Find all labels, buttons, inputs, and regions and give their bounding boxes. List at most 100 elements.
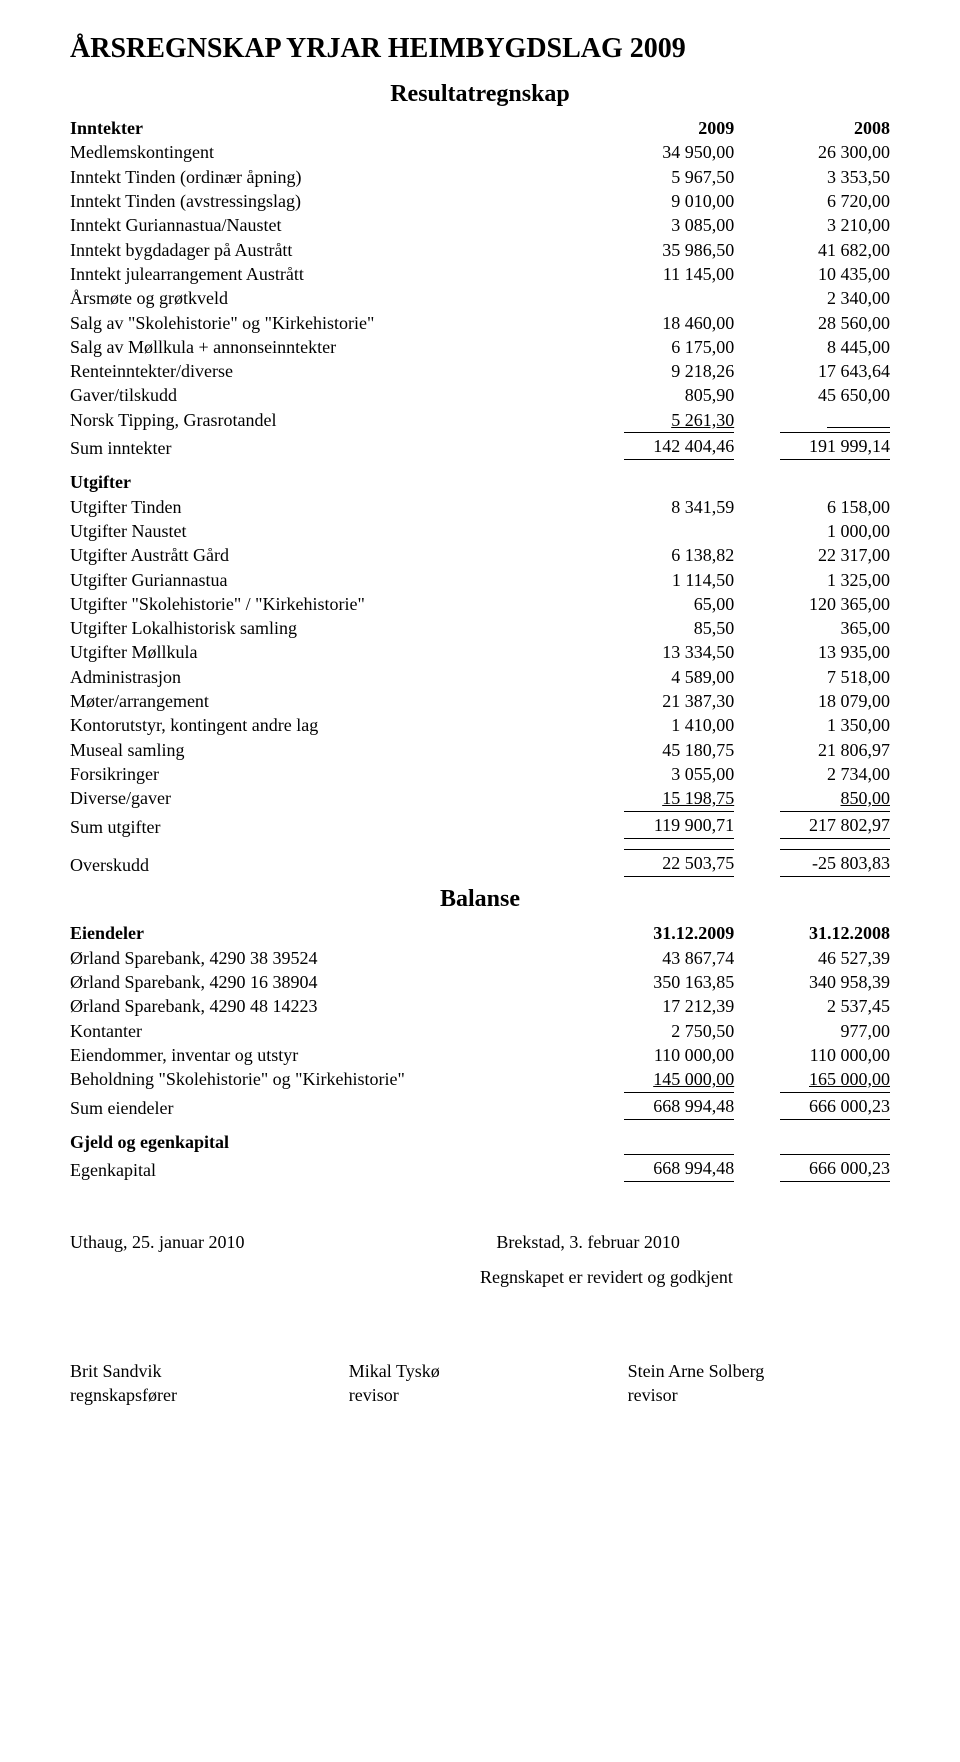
egenkapital-col1: 668 994,48 bbox=[624, 1154, 734, 1182]
row-label: Salg av "Skolehistorie" og "Kirkehistori… bbox=[70, 311, 578, 335]
row-label: Gaver/tilskudd bbox=[70, 383, 578, 407]
approved-text: Regnskapet er revidert og godkjent bbox=[70, 1265, 890, 1289]
row-col2: 21 806,97 bbox=[734, 738, 890, 762]
row-col2: 45 650,00 bbox=[734, 383, 890, 407]
row-label: Forsikringer bbox=[70, 762, 578, 786]
sign-name-2: Mikal Tyskø bbox=[349, 1359, 611, 1383]
gjeld-header-label: Gjeld og egenkapital bbox=[70, 1130, 578, 1154]
inntekter-header-col1: 2009 bbox=[578, 116, 734, 140]
table-row: Forsikringer3 055,002 734,00 bbox=[70, 762, 890, 786]
row-label: Beholdning "Skolehistorie" og "Kirkehist… bbox=[70, 1067, 578, 1091]
sign-role-3: revisor bbox=[628, 1383, 890, 1407]
row-col1: 110 000,00 bbox=[578, 1043, 734, 1067]
table-row: Salg av Møllkula + annonseinntekter6 175… bbox=[70, 335, 890, 359]
table-row: Årsmøte og grøtkveld 2 340,00 bbox=[70, 286, 890, 310]
eiendeler-table: Eiendeler 31.12.2009 31.12.2008 Ørland S… bbox=[70, 921, 890, 1119]
table-row: Møter/arrangement21 387,3018 079,00 bbox=[70, 689, 890, 713]
overskudd-col1: 22 503,75 bbox=[624, 849, 734, 877]
inntekter-sum-row: Sum inntekter 142 404,46 191 999,14 bbox=[70, 432, 890, 460]
eiendeler-header-col2: 31.12.2008 bbox=[734, 921, 890, 945]
row-col2: 1 325,00 bbox=[734, 568, 890, 592]
date-row: Uthaug, 25. januar 2010 Brekstad, 3. feb… bbox=[70, 1230, 890, 1254]
date-left: Uthaug, 25. januar 2010 bbox=[70, 1230, 464, 1254]
row-col1: 145 000,00 bbox=[578, 1067, 734, 1091]
row-label: Norsk Tipping, Grasrotandel bbox=[70, 408, 578, 432]
row-col2: 22 317,00 bbox=[734, 543, 890, 567]
row-label: Inntekt Tinden (ordinær åpning) bbox=[70, 165, 578, 189]
row-col1: 35 986,50 bbox=[578, 238, 734, 262]
table-row: Gaver/tilskudd805,9045 650,00 bbox=[70, 383, 890, 407]
table-row: Ørland Sparebank, 4290 16 38904350 163,8… bbox=[70, 970, 890, 994]
inntekter-header-row: Inntekter 2009 2008 bbox=[70, 116, 890, 140]
balanse-heading: Balanse bbox=[70, 883, 890, 915]
row-col1: 21 387,30 bbox=[578, 689, 734, 713]
sign-role-1: regnskapsfører bbox=[70, 1383, 332, 1407]
row-col1: 65,00 bbox=[578, 592, 734, 616]
row-label: Ørland Sparebank, 4290 38 39524 bbox=[70, 946, 578, 970]
row-col2: 13 935,00 bbox=[734, 640, 890, 664]
table-row: Salg av "Skolehistorie" og "Kirkehistori… bbox=[70, 311, 890, 335]
row-col1: 18 460,00 bbox=[578, 311, 734, 335]
row-col2: 10 435,00 bbox=[734, 262, 890, 286]
row-col2: 1 350,00 bbox=[734, 713, 890, 737]
table-row: Renteinntekter/diverse9 218,2617 643,64 bbox=[70, 359, 890, 383]
sign-name-1: Brit Sandvik bbox=[70, 1359, 332, 1383]
utgifter-header-row: Utgifter bbox=[70, 470, 890, 494]
row-col2: 120 365,00 bbox=[734, 592, 890, 616]
table-row: Norsk Tipping, Grasrotandel5 261,30 bbox=[70, 408, 890, 432]
row-col1: 13 334,50 bbox=[578, 640, 734, 664]
egenkapital-col2: 666 000,23 bbox=[780, 1154, 890, 1182]
table-row: Inntekt Tinden (avstressingslag)9 010,00… bbox=[70, 189, 890, 213]
sign-role-2: revisor bbox=[349, 1383, 611, 1407]
row-col1: 3 055,00 bbox=[578, 762, 734, 786]
row-col1: 9 010,00 bbox=[578, 189, 734, 213]
row-label: Salg av Møllkula + annonseinntekter bbox=[70, 335, 578, 359]
eiendeler-header-row: Eiendeler 31.12.2009 31.12.2008 bbox=[70, 921, 890, 945]
resultat-heading: Resultatregnskap bbox=[70, 78, 890, 110]
row-col2: 18 079,00 bbox=[734, 689, 890, 713]
row-label: Inntekt Guriannastua/Naustet bbox=[70, 213, 578, 237]
document-title: ÅRSREGNSKAP YRJAR HEIMBYGDSLAG 2009 bbox=[70, 30, 890, 68]
row-col1: 6 175,00 bbox=[578, 335, 734, 359]
row-label: Inntekt Tinden (avstressingslag) bbox=[70, 189, 578, 213]
table-row: Inntekt Guriannastua/Naustet3 085,003 21… bbox=[70, 213, 890, 237]
row-col1: 805,90 bbox=[578, 383, 734, 407]
gjeld-header-row: Gjeld og egenkapital bbox=[70, 1130, 890, 1154]
row-col2: 2 734,00 bbox=[734, 762, 890, 786]
row-col2: 2 537,45 bbox=[734, 994, 890, 1018]
inntekter-sum-col2: 191 999,14 bbox=[780, 432, 890, 460]
row-label: Årsmøte og grøtkveld bbox=[70, 286, 578, 310]
table-row: Utgifter Lokalhistorisk samling85,50365,… bbox=[70, 616, 890, 640]
row-col1 bbox=[578, 519, 734, 543]
row-col1: 3 085,00 bbox=[578, 213, 734, 237]
table-row: Utgifter Møllkula13 334,5013 935,00 bbox=[70, 640, 890, 664]
egenkapital-label: Egenkapital bbox=[70, 1154, 578, 1182]
eiendeler-header-col1: 31.12.2009 bbox=[578, 921, 734, 945]
utgifter-sum-label: Sum utgifter bbox=[70, 811, 578, 839]
eiendeler-header-label: Eiendeler bbox=[70, 921, 578, 945]
row-col2: 28 560,00 bbox=[734, 311, 890, 335]
table-row: Administrasjon4 589,007 518,00 bbox=[70, 665, 890, 689]
utgifter-header-label: Utgifter bbox=[70, 470, 578, 494]
row-label: Ørland Sparebank, 4290 16 38904 bbox=[70, 970, 578, 994]
row-col2: 2 340,00 bbox=[734, 286, 890, 310]
eiendeler-sum-col2: 666 000,23 bbox=[780, 1092, 890, 1120]
row-col2: 977,00 bbox=[734, 1019, 890, 1043]
row-col1: 34 950,00 bbox=[578, 140, 734, 164]
sign-block-3: Stein Arne Solberg revisor bbox=[628, 1359, 890, 1408]
row-label: Eiendommer, inventar og utstyr bbox=[70, 1043, 578, 1067]
row-col1: 11 145,00 bbox=[578, 262, 734, 286]
date-right: Brekstad, 3. februar 2010 bbox=[496, 1230, 890, 1254]
row-label: Utgifter Møllkula bbox=[70, 640, 578, 664]
row-col1: 350 163,85 bbox=[578, 970, 734, 994]
overskudd-row: Overskudd 22 503,75 -25 803,83 bbox=[70, 849, 890, 877]
utgifter-sum-row: Sum utgifter 119 900,71 217 802,97 bbox=[70, 811, 890, 839]
row-label: Museal samling bbox=[70, 738, 578, 762]
row-label: Administrasjon bbox=[70, 665, 578, 689]
overskudd-col2: -25 803,83 bbox=[780, 849, 890, 877]
table-row: Utgifter Tinden8 341,596 158,00 bbox=[70, 495, 890, 519]
row-label: Kontorutstyr, kontingent andre lag bbox=[70, 713, 578, 737]
sign-block-2: Mikal Tyskø revisor bbox=[349, 1359, 611, 1408]
table-row: Utgifter "Skolehistorie" / "Kirkehistori… bbox=[70, 592, 890, 616]
row-label: Utgifter Naustet bbox=[70, 519, 578, 543]
